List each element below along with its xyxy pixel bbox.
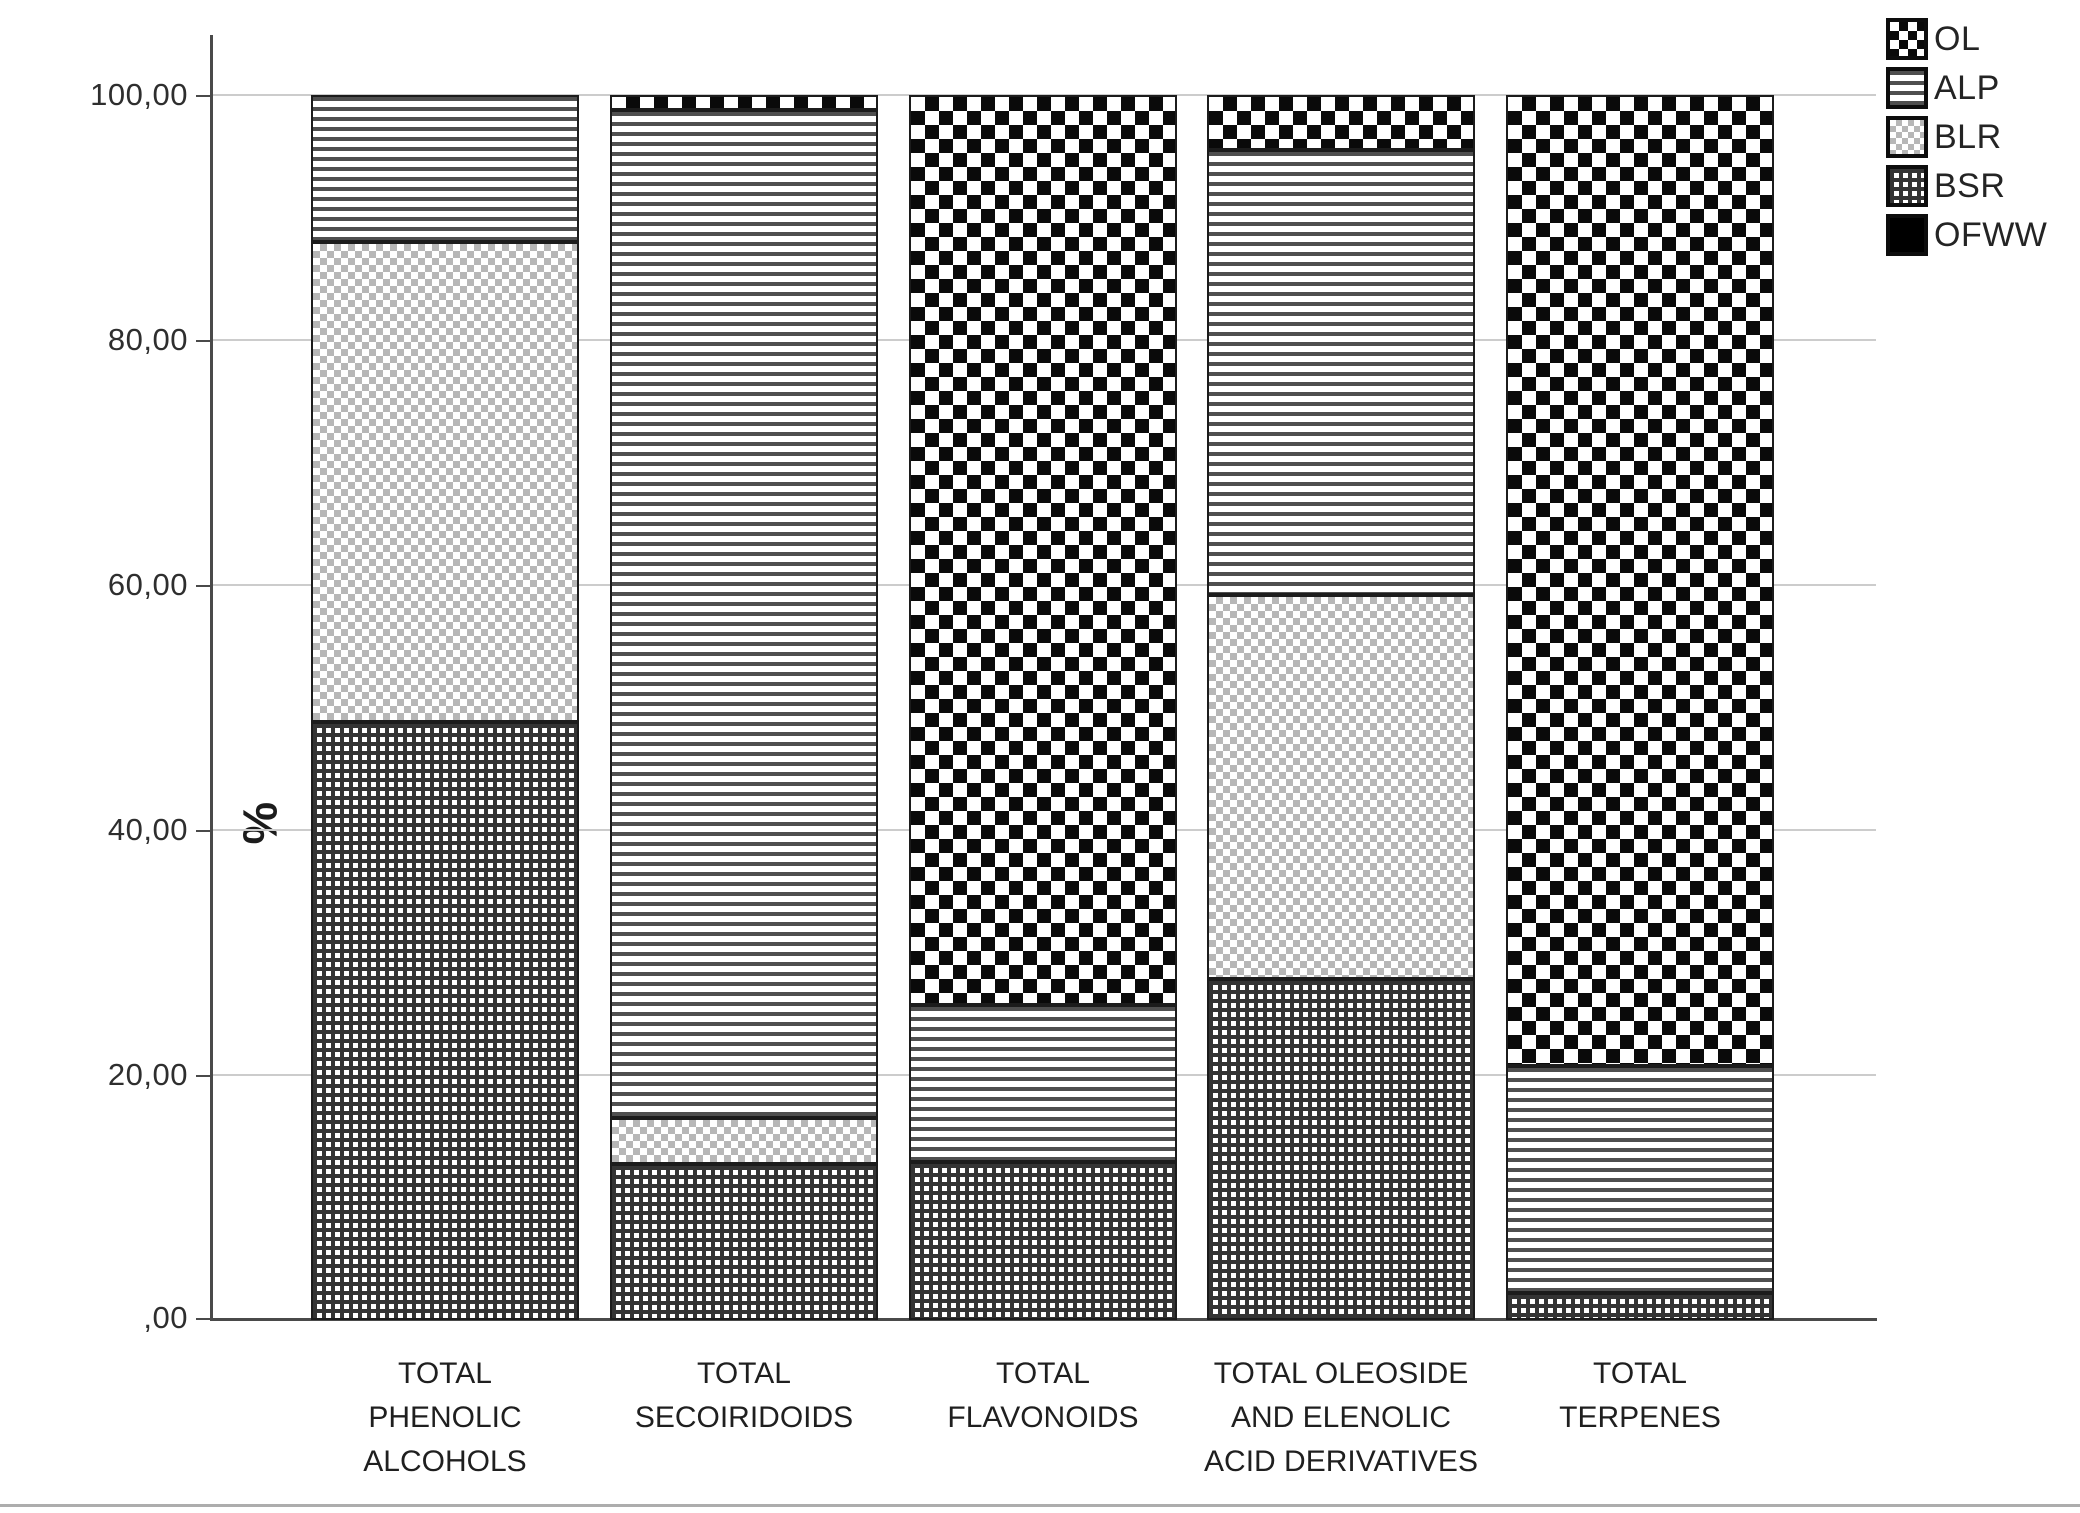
y-tick-label: 100,00	[90, 77, 188, 112]
category-label-total-terpenes: TOTAL TERPENES	[1430, 1352, 1850, 1440]
legend: OL ALP BLR BSR OFWW	[1886, 18, 2047, 263]
y-tick-label: 60,00	[107, 567, 188, 602]
bar-segment-alp	[311, 95, 579, 243]
bar-segment-alp	[909, 1005, 1177, 1162]
legend-swatch-bsr-icon	[1886, 165, 1928, 207]
legend-item-blr: BLR	[1886, 116, 2047, 158]
category-label-total-phenolic-alcohols: TOTAL PHENOLIC ALCOHOLS	[235, 1352, 655, 1484]
legend-label: BLR	[1934, 117, 2002, 156]
bar-segment-blr	[1207, 594, 1475, 980]
bar-segment-bsr	[610, 1164, 878, 1320]
category-label-total-oleoside-and-elenolic-acid-derivatives: TOTAL OLEOSIDE AND ELENOLIC ACID DERIVATIV…	[1131, 1352, 1551, 1484]
bar-segment-ol	[610, 95, 878, 110]
category-label-line: TOTAL	[1593, 1357, 1687, 1390]
legend-item-alp: ALP	[1886, 67, 2047, 109]
legend-label: OL	[1934, 19, 1981, 58]
bar-total-phenolic-alcohols	[311, 95, 579, 1320]
y-axis-tick	[196, 1318, 211, 1320]
category-label-line: PHENOLIC	[368, 1401, 522, 1434]
y-axis-tick	[196, 95, 211, 97]
legend-swatch-ofww-icon	[1886, 214, 1928, 256]
y-tick-label: ,00	[143, 1300, 188, 1335]
category-label-line: AND ELENOLIC	[1230, 1401, 1452, 1434]
y-axis-title: %	[234, 801, 288, 845]
x-axis-labels: TOTAL PHENOLIC ALCOHOLS TOTAL SECOIRIDOIDS TO…	[213, 1352, 1876, 1492]
category-label-total-secoiridoids: TOTAL SECOIRIDOIDS	[534, 1352, 954, 1440]
y-axis-tick	[196, 340, 211, 342]
bar-segment-alp	[1506, 1066, 1774, 1294]
bar-segment-ol	[1207, 95, 1475, 151]
legend-item-ol: OL	[1886, 18, 2047, 60]
gridline	[213, 94, 1876, 96]
bar-segment-blr	[311, 242, 579, 723]
y-axis-tick	[196, 830, 211, 832]
legend-item-ofww: OFWW	[1886, 214, 2047, 256]
category-label-line: SECOIRIDOIDS	[634, 1401, 854, 1434]
category-label-line: FLAVONOIDS	[947, 1401, 1139, 1434]
y-axis-line	[210, 35, 213, 1321]
y-tick-label: 20,00	[107, 1057, 188, 1092]
y-tick-label: 80,00	[107, 322, 188, 357]
category-label-line: TOTAL	[697, 1357, 791, 1390]
legend-label: OFWW	[1934, 215, 2048, 254]
plot-area: % 100,00 80,00 60,00 40,00 20,00 ,00	[90, 77, 1876, 1335]
bar-segment-bsr	[1207, 979, 1475, 1320]
category-label-line: TERPENES	[1559, 1401, 1721, 1434]
page-divider	[0, 1504, 2080, 1507]
category-label-line: TOTAL	[398, 1357, 492, 1390]
bar-total-terpenes	[1506, 95, 1774, 1320]
category-label-line: TOTAL OLEOSIDE	[1213, 1357, 1469, 1390]
bar-segment-blr	[610, 1117, 878, 1165]
legend-swatch-alp-icon	[1886, 67, 1928, 109]
category-label-line: ACID DERIVATIVES	[1204, 1445, 1478, 1478]
bar-segment-ol	[909, 95, 1177, 1006]
legend-swatch-blr-icon	[1886, 116, 1928, 158]
category-label-total-flavonoids: TOTAL FLAVONOIDS	[833, 1352, 1253, 1440]
legend-label: BSR	[1934, 166, 2006, 205]
y-axis-tick	[196, 585, 211, 587]
bar-segment-alp	[1207, 150, 1475, 595]
category-label-line: ALCOHOLS	[363, 1445, 527, 1478]
bar-segment-ol	[1506, 95, 1774, 1067]
category-label-line: TOTAL	[996, 1357, 1090, 1390]
bar-segment-bsr	[909, 1161, 1177, 1320]
bar-segment-bsr	[1506, 1293, 1774, 1320]
legend-swatch-ol-icon	[1886, 18, 1928, 60]
bar-segment-bsr	[311, 722, 579, 1320]
y-axis-tick	[196, 1075, 211, 1077]
bar-segment-alp	[610, 109, 878, 1118]
legend-label: ALP	[1934, 68, 2000, 107]
y-tick-label: 40,00	[107, 812, 188, 847]
bar-total-secoiridoids	[610, 95, 878, 1320]
bar-total-flavonoids	[909, 95, 1177, 1320]
legend-item-bsr: BSR	[1886, 165, 2047, 207]
bar-total-oleoside-and-elenolic-acid-derivatives	[1207, 95, 1475, 1320]
